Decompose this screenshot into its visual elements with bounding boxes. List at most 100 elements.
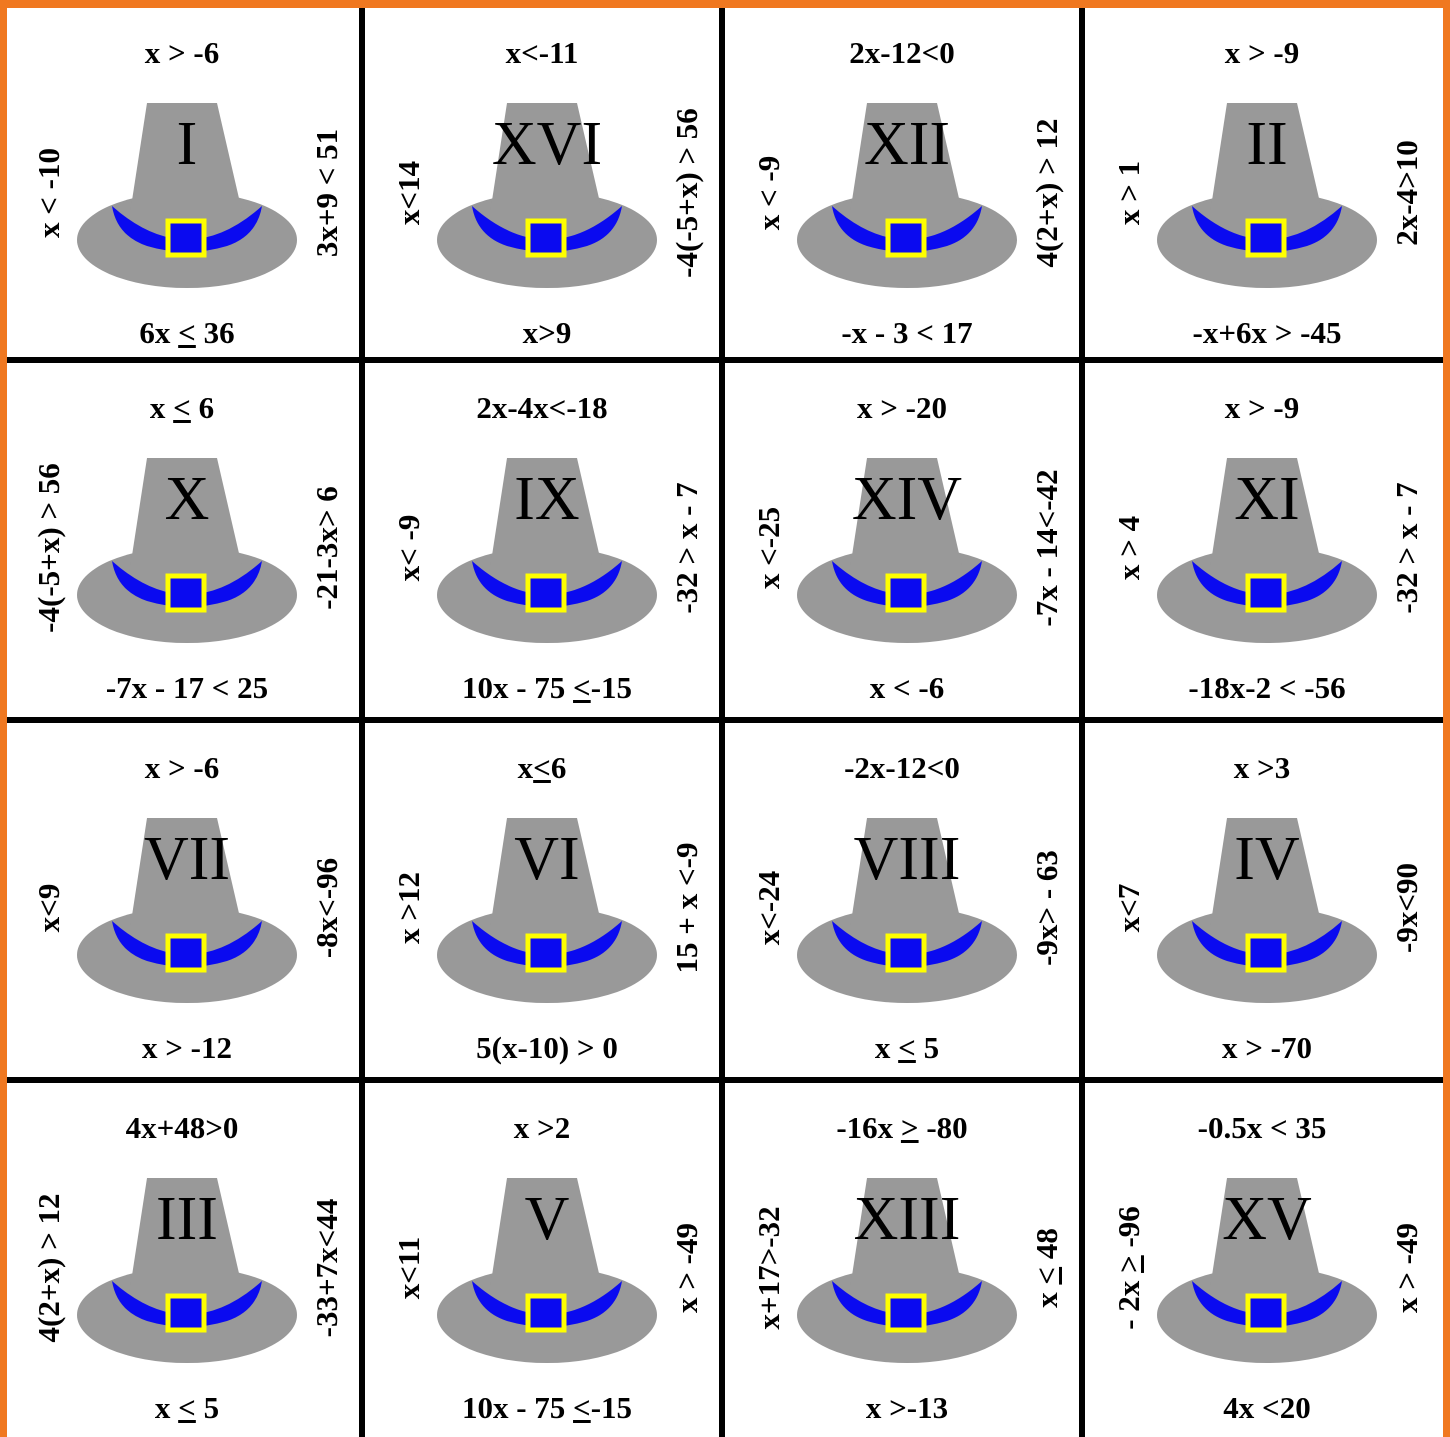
bottom-equation: x < 5 xyxy=(155,1391,219,1425)
equation-part: 5 xyxy=(915,1030,940,1065)
pilgrim-hat-icon xyxy=(797,103,1017,288)
puzzle-card: II x > -9 -x+6x > -45 x > 1 2x-4>10 xyxy=(1087,8,1443,367)
bottom-equation: x >-13 xyxy=(866,1391,948,1425)
puzzle-card: XII 2x-12<0 -x - 3 < 17 x < -9 4(2+x) > 12 xyxy=(727,8,1086,367)
left-equation: x<11 xyxy=(391,1236,426,1300)
equation-part: x >-13 xyxy=(865,1390,949,1425)
puzzle-card: XIII -16x > -80 x >-13 x+17>-32 x < 48 xyxy=(727,1083,1086,1437)
equation-part: 4x <20 xyxy=(1223,1390,1311,1425)
left-equation: x <-25 xyxy=(751,506,786,590)
equation-part: 10x - 75 xyxy=(461,1390,574,1425)
roman-numeral: XII xyxy=(863,110,951,178)
bottom-equation: x > -12 xyxy=(142,1031,232,1065)
underlined-symbol: > xyxy=(900,1110,919,1145)
right-equation: -7x - 14<-42 xyxy=(1029,469,1064,627)
right-equation: 4(2+x) > 12 xyxy=(1029,118,1064,268)
top-equation: x<6 xyxy=(518,751,567,785)
underlined-symbol: < xyxy=(898,1030,916,1065)
left-equation: 4(2+x) > 12 xyxy=(31,1193,66,1343)
pilgrim-hat-icon xyxy=(797,818,1017,1003)
bottom-equation: 5(x-10) > 0 xyxy=(476,1031,618,1065)
underlined-symbol: < xyxy=(173,390,191,425)
equation-part: x xyxy=(154,1390,179,1425)
bottom-equation: x < -6 xyxy=(870,671,945,705)
underlined-symbol: < xyxy=(178,315,196,350)
pilgrim-hat-icon xyxy=(77,1178,297,1363)
top-equation: 4x+48>0 xyxy=(125,1110,239,1145)
right-equation: -33+7x<44 xyxy=(309,1198,344,1338)
equation-part: x>9 xyxy=(522,315,572,350)
left-equation: - 2x > -96 xyxy=(1111,1206,1146,1330)
puzzle-card: VI x<6 5(x-10) > 0 x >12 15 + x <-9 xyxy=(367,723,726,1082)
puzzle-card: XIV x > -20 x < -6 x <-25 -7x - 14<-42 xyxy=(727,363,1086,722)
roman-numeral: VII xyxy=(143,825,231,893)
roman-numeral: XIII xyxy=(853,1185,961,1253)
equation-part: x > -70 xyxy=(1222,1030,1312,1065)
equation-part: 6 xyxy=(190,390,215,425)
equation-part: - 2x xyxy=(1111,1272,1146,1330)
puzzle-card: IX 2x-4x<-18 10x - 75 <-15 x< -9 -32 > x - 7 xyxy=(367,363,726,722)
bottom-equation: -x - 3 < 17 xyxy=(841,316,972,350)
equation-part: -80 xyxy=(918,1110,968,1145)
equation-part: -15 xyxy=(590,1390,633,1425)
equation-part: x xyxy=(149,390,174,425)
left-equation: x > 1 xyxy=(1111,160,1146,226)
left-equation: x >12 xyxy=(391,872,426,944)
bottom-equation: 4x <20 xyxy=(1223,1391,1310,1425)
underlined-symbol: < xyxy=(1029,1266,1064,1285)
pilgrim-hat-icon xyxy=(77,458,297,643)
left-equation: x<9 xyxy=(31,883,66,933)
pilgrim-hat-icon xyxy=(437,458,657,643)
equation-part: -16x xyxy=(836,1110,901,1145)
underlined-symbol: < xyxy=(573,670,591,705)
roman-numeral: VIII xyxy=(853,825,961,893)
roman-numeral: III xyxy=(156,1185,218,1253)
top-equation: x > -9 xyxy=(1224,390,1300,425)
left-equation: -4(-5+x) > 56 xyxy=(31,463,66,633)
top-equation: x < 6 xyxy=(150,391,214,425)
top-equation: x >2 xyxy=(513,1110,571,1145)
equation-part: 5 xyxy=(195,1390,220,1425)
equation-part: x < -6 xyxy=(869,670,945,705)
pilgrim-hat-icon xyxy=(437,103,657,288)
top-equation: x > -9 xyxy=(1224,35,1300,70)
top-equation: -16x > -80 xyxy=(836,1111,967,1145)
equation-part: x xyxy=(517,750,534,785)
bottom-equation: x>9 xyxy=(523,316,572,350)
top-equation: x > -6 xyxy=(144,750,220,785)
pilgrim-hat-icon xyxy=(77,818,297,1003)
right-equation: 3x+9 < 51 xyxy=(309,128,344,258)
right-equation: -9x<90 xyxy=(1389,863,1424,953)
left-equation: x < -10 xyxy=(31,148,66,238)
grid-divider-horizontal xyxy=(7,717,1443,723)
puzzle-card: XV -0.5x < 35 4x <20 - 2x > -96 x > -49 xyxy=(1087,1083,1443,1437)
puzzle-card: III 4x+48>0 x < 5 4(2+x) > 12 -33+7x<44 xyxy=(7,1083,366,1437)
roman-numeral: IV xyxy=(1234,825,1300,893)
equation-part: -x+6x > -45 xyxy=(1192,315,1342,350)
left-equation: x+17>-32 xyxy=(751,1206,786,1330)
equation-part: -7x - 17 < 25 xyxy=(105,670,269,705)
left-equation: x<-24 xyxy=(751,870,786,946)
right-equation: x > -49 xyxy=(1389,1223,1424,1313)
pilgrim-hat-icon xyxy=(1157,458,1377,643)
pilgrim-hat-icon xyxy=(797,458,1017,643)
pilgrim-hat-icon xyxy=(437,818,657,1003)
equation-part: -18x-2 < -56 xyxy=(1188,670,1346,705)
top-equation: x > -20 xyxy=(857,390,947,425)
bottom-equation: -18x-2 < -56 xyxy=(1188,671,1345,705)
equation-part: -96 xyxy=(1111,1206,1146,1256)
equation-part: x xyxy=(874,1030,899,1065)
top-equation: 2x-12<0 xyxy=(849,35,955,70)
underlined-symbol: < xyxy=(533,750,551,785)
right-equation: -32 > x - 7 xyxy=(669,482,704,614)
top-equation: -0.5x < 35 xyxy=(1197,1110,1327,1145)
bottom-equation: 6x < 36 xyxy=(139,316,234,350)
left-equation: x< -9 xyxy=(391,514,426,582)
puzzle-card: VII x > -6 x > -12 x<9 -8x<-96 xyxy=(7,723,366,1082)
equation-part: 36 xyxy=(195,315,235,350)
bottom-equation: x < 5 xyxy=(875,1031,939,1065)
equation-part: -15 xyxy=(590,670,633,705)
right-equation: -4(-5+x) > 56 xyxy=(669,108,704,278)
grid-divider-horizontal xyxy=(7,1077,1443,1083)
